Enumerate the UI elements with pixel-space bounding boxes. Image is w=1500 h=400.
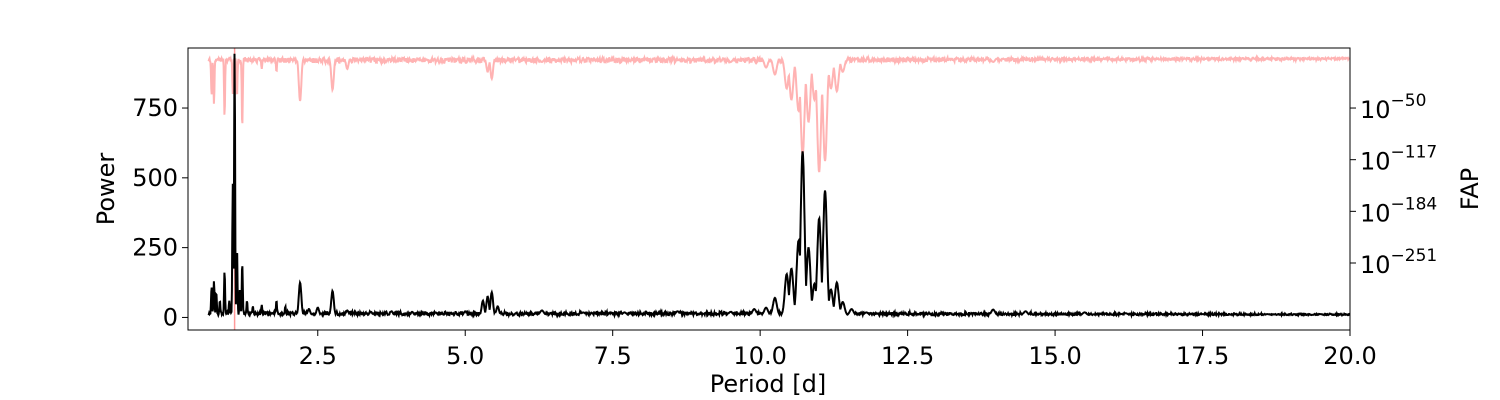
- power-series-line: [207, 53, 1350, 320]
- plot-frame: [187, 47, 1351, 331]
- x-tick-label: 10.0: [733, 342, 786, 370]
- y2-tick-exponent: −50: [1391, 91, 1427, 111]
- y-axis-power: 0 250 500 750: [132, 94, 188, 331]
- y2-tick-label: 10−184: [1360, 194, 1437, 227]
- y2-tick-label: 10−117: [1360, 143, 1437, 176]
- x-axis-label: Period [d]: [710, 370, 826, 398]
- y-tick-label: 750: [132, 94, 178, 122]
- x-tick-label: 2.5: [299, 342, 337, 370]
- y2-tick-base: 10: [1360, 148, 1391, 176]
- plot-area: [187, 47, 1351, 331]
- x-tick-label: 20.0: [1323, 342, 1376, 370]
- y2-tick-label: 10−50: [1360, 91, 1426, 124]
- plot-inner: [207, 48, 1350, 330]
- y-tick-label: 0: [163, 303, 178, 331]
- y-tick-label: 500: [132, 164, 178, 192]
- y2-tick-exponent: −184: [1391, 194, 1438, 214]
- y2-tick-base: 10: [1360, 96, 1391, 124]
- y2-tick-label: 10−251: [1360, 246, 1437, 279]
- fap-series-line: [207, 53, 1350, 173]
- y2-tick-exponent: −251: [1391, 246, 1438, 266]
- y2-axis-label: FAP: [1456, 168, 1484, 211]
- y2-tick-exponent: −117: [1391, 143, 1438, 163]
- x-tick-label: 15.0: [1028, 342, 1081, 370]
- y-tick-label: 250: [132, 234, 178, 262]
- y2-tick-base: 10: [1360, 251, 1391, 279]
- y2-tick-base: 10: [1360, 199, 1391, 227]
- y-axis-label: Power: [92, 153, 120, 226]
- x-axis: 2.5 5.0 7.5 10.0 12.5 15.0 17.5 20.0: [299, 330, 1377, 370]
- x-tick-label: 7.5: [594, 342, 632, 370]
- x-tick-label: 17.5: [1176, 342, 1229, 370]
- x-tick-label: 5.0: [446, 342, 484, 370]
- x-tick-label: 12.5: [881, 342, 934, 370]
